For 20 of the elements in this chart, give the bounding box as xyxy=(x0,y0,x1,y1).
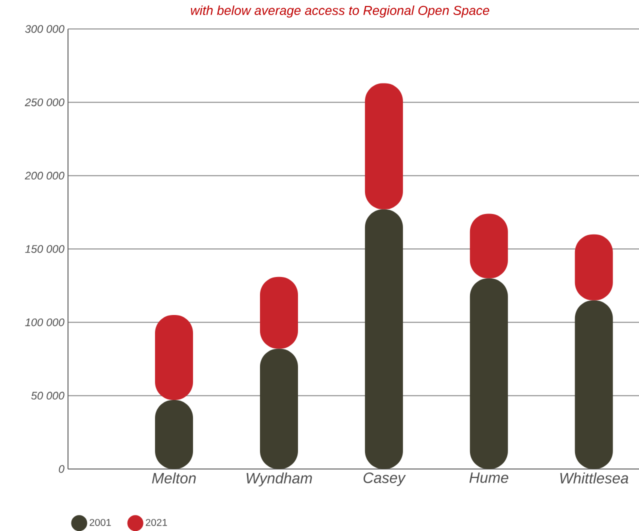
bar xyxy=(364,209,403,469)
bar xyxy=(364,83,403,210)
x-tick-label: Casey xyxy=(364,472,406,486)
x-tick-label: Wyndham xyxy=(246,472,312,486)
bar xyxy=(260,348,298,469)
y-tick-label: 0 xyxy=(58,465,64,473)
bar xyxy=(574,300,613,469)
x-tick-label: Whittlesea xyxy=(560,472,628,484)
y-tick-label: 50 000 xyxy=(31,392,64,400)
y-tick-label: 150 000 xyxy=(25,245,64,253)
bar xyxy=(470,278,508,469)
y-tick-label: 250 000 xyxy=(24,98,64,106)
y-tick-label: 200 000 xyxy=(24,172,64,180)
y-tick-label: 300 000 xyxy=(25,25,64,33)
legend-label: 2001 xyxy=(90,518,111,526)
x-tick-label: Hume xyxy=(469,472,508,483)
legend-label: 2021 xyxy=(146,518,168,526)
x-tick-label: Melton xyxy=(152,472,196,484)
chart-title: with below average access to Regional Open Space xyxy=(190,6,490,18)
y-tick-label: 100 000 xyxy=(25,318,64,326)
